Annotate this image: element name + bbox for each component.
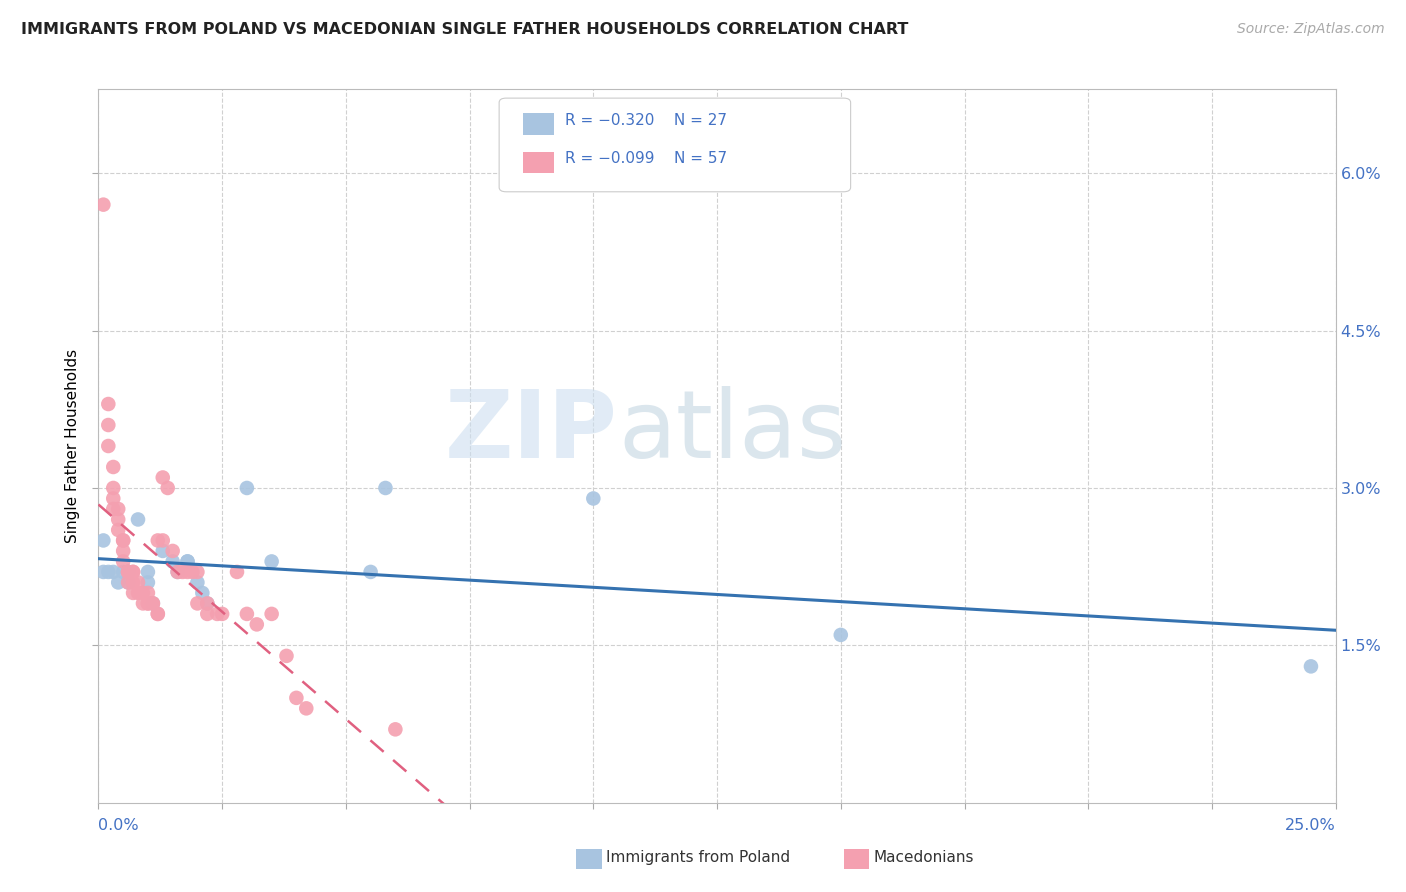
Point [97, 565, 120, 579]
Y-axis label: Single Father Households: Single Father Households [65, 349, 80, 543]
Point [236, 607, 259, 621]
Point [195, 596, 218, 610]
Point [112, 533, 135, 548]
Point [117, 565, 139, 579]
Point [117, 565, 139, 579]
Point [830, 628, 852, 642]
Point [136, 565, 159, 579]
Text: ZIP: ZIP [446, 385, 619, 478]
Point [195, 607, 218, 621]
Point [112, 533, 135, 548]
Point [176, 565, 198, 579]
Point [186, 565, 208, 579]
Text: R = −0.320    N = 27: R = −0.320 N = 27 [565, 113, 727, 128]
Text: 25.0%: 25.0% [1285, 818, 1336, 832]
Point [103, 502, 125, 516]
Point [146, 607, 169, 621]
Point [97, 417, 120, 432]
Point [112, 554, 135, 568]
Point [103, 491, 125, 506]
Point [136, 586, 159, 600]
Point [103, 460, 125, 475]
Point [211, 607, 233, 621]
Point [136, 575, 159, 590]
Point [127, 586, 149, 600]
Point [127, 512, 149, 526]
Point [93, 197, 115, 211]
Point [374, 481, 396, 495]
Point [384, 723, 406, 737]
Point [132, 596, 155, 610]
Point [132, 586, 155, 600]
Point [162, 544, 184, 558]
Point [93, 565, 115, 579]
Point [162, 554, 184, 568]
Point [107, 575, 129, 590]
Text: Macedonians: Macedonians [873, 850, 973, 864]
Point [103, 481, 125, 495]
Point [152, 533, 174, 548]
Point [117, 575, 139, 590]
Point [260, 554, 283, 568]
Point [195, 596, 218, 610]
Point [122, 565, 145, 579]
Point [97, 439, 120, 453]
Point [276, 648, 298, 663]
Text: R = −0.099    N = 57: R = −0.099 N = 57 [565, 152, 727, 166]
Point [191, 586, 214, 600]
Point [226, 565, 249, 579]
Point [117, 565, 139, 579]
Point [246, 617, 269, 632]
Point [103, 565, 125, 579]
Point [181, 565, 204, 579]
Point [176, 554, 198, 568]
Point [166, 565, 188, 579]
Text: IMMIGRANTS FROM POLAND VS MACEDONIAN SINGLE FATHER HOUSEHOLDS CORRELATION CHART: IMMIGRANTS FROM POLAND VS MACEDONIAN SIN… [21, 22, 908, 37]
Point [117, 575, 139, 590]
Point [117, 565, 139, 579]
Point [146, 533, 169, 548]
Point [122, 565, 145, 579]
Point [146, 607, 169, 621]
Point [122, 575, 145, 590]
Point [172, 565, 194, 579]
Point [205, 607, 228, 621]
Point [112, 565, 135, 579]
Point [136, 596, 159, 610]
Point [142, 596, 165, 610]
Point [285, 690, 308, 705]
Point [122, 586, 145, 600]
Point [260, 607, 283, 621]
Point [582, 491, 605, 506]
Point [186, 596, 208, 610]
Point [295, 701, 318, 715]
Point [236, 481, 259, 495]
Point [112, 544, 135, 558]
Point [127, 575, 149, 590]
Point [152, 544, 174, 558]
Point [142, 596, 165, 610]
Point [107, 512, 129, 526]
Point [152, 470, 174, 484]
Point [156, 481, 179, 495]
Point [107, 502, 129, 516]
Point [142, 596, 165, 610]
Point [360, 565, 382, 579]
Point [166, 565, 188, 579]
Point [186, 575, 208, 590]
Point [93, 533, 115, 548]
Point [97, 397, 120, 411]
Text: Immigrants from Poland: Immigrants from Poland [606, 850, 790, 864]
Text: Source: ZipAtlas.com: Source: ZipAtlas.com [1237, 22, 1385, 37]
Point [107, 523, 129, 537]
Point [136, 596, 159, 610]
Point [176, 554, 198, 568]
Point [1299, 659, 1322, 673]
Text: 0.0%: 0.0% [98, 818, 139, 832]
Text: atlas: atlas [619, 385, 846, 478]
